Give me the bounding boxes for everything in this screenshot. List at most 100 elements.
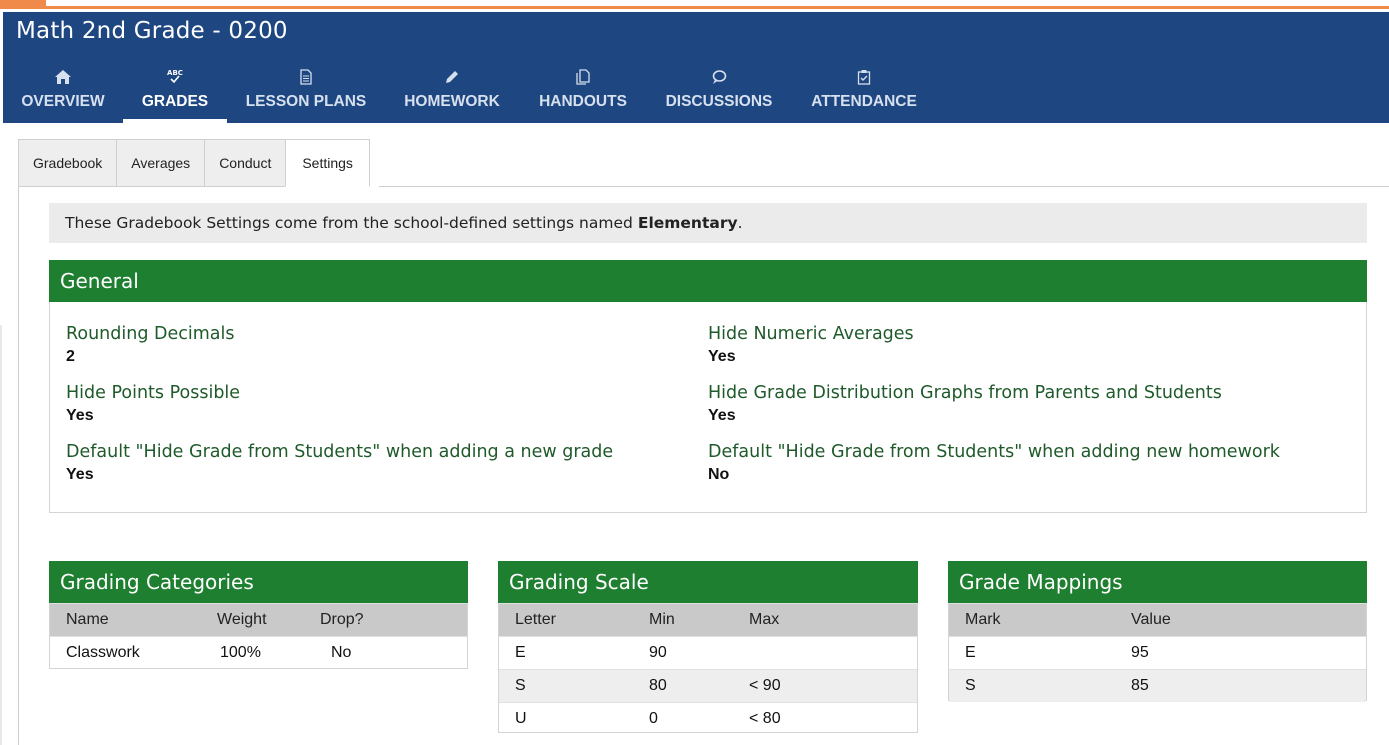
table-header-row: Letter Min Max — [499, 603, 917, 637]
table-cell: S — [949, 669, 1131, 702]
grade-mappings-card: Grade Mappings Mark Value E 95 S 85 — [948, 561, 1367, 702]
notice-settings-name: Elementary — [637, 214, 738, 232]
nav-grades[interactable]: ABC GRADES — [123, 62, 227, 123]
table-header-row: Name Weight Drop? — [50, 603, 467, 637]
setting-item: Rounding Decimals 2 — [66, 324, 706, 366]
grade-mappings-table: Mark Value E 95 S 85 — [949, 603, 1366, 702]
table-cell: No — [320, 636, 467, 669]
setting-item: Default "Hide Grade from Students" when … — [708, 442, 1348, 484]
setting-item: Hide Grade Distribution Graphs from Pare… — [708, 383, 1348, 425]
accent-bar — [0, 6, 1389, 9]
card-title: Grading Scale — [498, 561, 918, 603]
grading-scale-table: Letter Min Max E 90 S 80 < 90 U 0 < 80 — [499, 603, 917, 735]
settings-notice: These Gradebook Settings come from the s… — [49, 203, 1367, 243]
setting-value: 2 — [66, 348, 75, 365]
column-header: Max — [749, 603, 917, 637]
column-header: Mark — [949, 603, 1131, 637]
nav-label: ATTENDANCE — [811, 93, 917, 110]
card-title: Grade Mappings — [948, 561, 1367, 603]
nav-discussions[interactable]: DISCUSSIONS — [647, 62, 791, 123]
top-accent-strip — [0, 0, 1389, 9]
nav-label: HANDOUTS — [539, 93, 627, 110]
table-cell — [749, 636, 917, 670]
setting-label: Hide Numeric Averages — [708, 324, 914, 344]
page-edge — [0, 325, 2, 745]
table-cell: E — [499, 636, 649, 670]
setting-label: Hide Points Possible — [66, 383, 241, 403]
nav-attendance[interactable]: ATTENDANCE — [791, 62, 937, 123]
column-header: Drop? — [320, 603, 467, 637]
grading-categories-table: Name Weight Drop? Classwork 100% No — [50, 603, 467, 669]
nav-lesson-plans[interactable]: LESSON PLANS — [227, 62, 385, 123]
setting-value: No — [708, 466, 730, 483]
card-title: General — [49, 260, 1367, 302]
column-header: Letter — [499, 603, 649, 637]
column-header: Min — [649, 603, 749, 637]
speech-bubble-icon — [711, 66, 727, 88]
setting-label: Rounding Decimals — [66, 324, 235, 344]
table-row: E 95 — [949, 636, 1366, 670]
nav-label: DISCUSSIONS — [665, 93, 773, 110]
notice-text: These Gradebook Settings come from the s… — [65, 214, 633, 232]
notice-suffix: . — [737, 214, 743, 232]
panel-border — [18, 187, 19, 745]
table-cell: 95 — [1131, 636, 1366, 670]
column-header: Name — [50, 603, 217, 637]
column-header: Weight — [217, 603, 320, 637]
course-nav: OVERVIEW ABC GRADES LESSON PLANS HOMEWOR… — [3, 62, 937, 123]
course-header: Math 2nd Grade - 0200 OVERVIEW ABC GRADE… — [3, 12, 1389, 123]
table-cell: U — [499, 702, 649, 735]
table-cell: 85 — [1131, 669, 1366, 702]
tab-divider — [379, 186, 1389, 187]
setting-label: Hide Grade Distribution Graphs from Pare… — [708, 383, 1222, 403]
nav-handouts[interactable]: HANDOUTS — [519, 62, 647, 123]
setting-label: Default "Hide Grade from Students" when … — [708, 442, 1280, 462]
copy-icon — [576, 66, 590, 88]
table-row: U 0 < 80 — [499, 702, 917, 735]
tab-conduct[interactable]: Conduct — [204, 139, 286, 187]
nav-label: OVERVIEW — [21, 93, 105, 110]
table-row: S 85 — [949, 669, 1366, 702]
table-cell: 80 — [649, 669, 749, 703]
grading-scale-card: Grading Scale Letter Min Max E 90 S 80 <… — [498, 561, 918, 735]
setting-item: Hide Points Possible Yes — [66, 383, 706, 425]
tab-settings[interactable]: Settings — [285, 139, 370, 187]
table-cell: 90 — [649, 636, 749, 670]
abc-check-icon: ABC — [165, 66, 185, 88]
table-cell: Classwork — [50, 636, 217, 669]
pencil-icon — [444, 66, 460, 88]
course-title: Math 2nd Grade - 0200 — [16, 18, 288, 44]
table-cell: S — [499, 669, 649, 703]
nav-overview[interactable]: OVERVIEW — [3, 62, 123, 123]
column-header: Value — [1131, 603, 1366, 637]
table-header-row: Mark Value — [949, 603, 1366, 637]
table-cell: < 90 — [749, 669, 917, 703]
grading-categories-card: Grading Categories Name Weight Drop? Cla… — [49, 561, 468, 669]
svg-text:ABC: ABC — [167, 69, 183, 77]
nav-label: HOMEWORK — [404, 93, 500, 110]
table-cell: 100% — [217, 636, 320, 669]
table-row: Classwork 100% No — [50, 636, 467, 669]
document-icon — [299, 66, 313, 88]
setting-value: Yes — [708, 407, 736, 424]
clipboard-check-icon — [857, 66, 871, 88]
setting-item: Hide Numeric Averages Yes — [708, 324, 1348, 366]
setting-item: Default "Hide Grade from Students" when … — [66, 442, 706, 484]
tab-gradebook[interactable]: Gradebook — [18, 139, 117, 187]
gradebook-subtabs: Gradebook Averages Conduct Settings — [18, 139, 370, 187]
card-title: Grading Categories — [49, 561, 468, 603]
nav-label: LESSON PLANS — [245, 93, 367, 110]
setting-value: Yes — [708, 348, 736, 365]
table-cell: E — [949, 636, 1131, 670]
nav-homework[interactable]: HOMEWORK — [385, 62, 519, 123]
table-row: E 90 — [499, 636, 917, 670]
setting-label: Default "Hide Grade from Students" when … — [66, 442, 614, 462]
home-icon — [54, 66, 72, 88]
accent-tab — [0, 0, 46, 9]
setting-value: Yes — [66, 407, 94, 424]
table-cell: < 80 — [749, 702, 917, 735]
table-cell: 0 — [649, 702, 749, 735]
tab-averages[interactable]: Averages — [116, 139, 205, 187]
general-settings-card: General Rounding Decimals 2 Hide Numeric… — [49, 260, 1367, 513]
table-row: S 80 < 90 — [499, 669, 917, 703]
